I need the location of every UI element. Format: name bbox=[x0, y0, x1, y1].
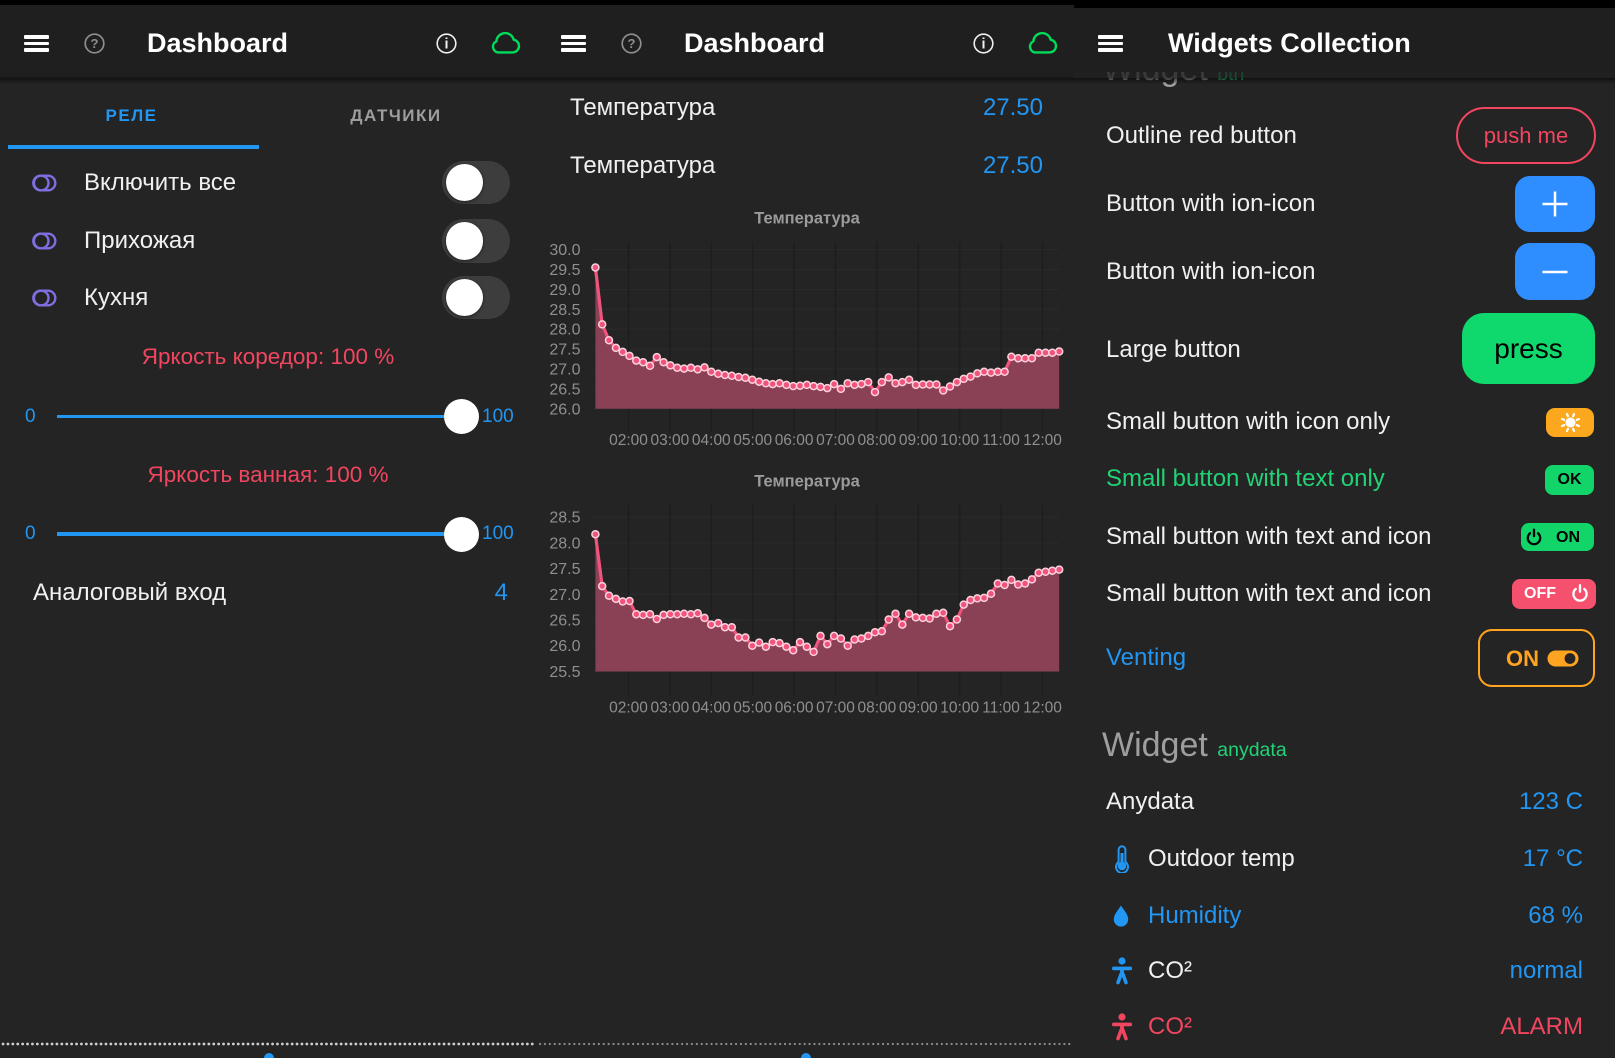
svg-text:?: ? bbox=[628, 36, 636, 51]
svg-text:i: i bbox=[981, 36, 985, 52]
svg-text:28.0: 28.0 bbox=[549, 535, 580, 552]
svg-text:26.5: 26.5 bbox=[549, 381, 580, 398]
svg-text:29.5: 29.5 bbox=[549, 262, 580, 279]
svg-text:10:00: 10:00 bbox=[940, 700, 979, 717]
svg-text:05:00: 05:00 bbox=[733, 432, 772, 449]
svg-text:08:00: 08:00 bbox=[858, 432, 897, 449]
svg-text:04:00: 04:00 bbox=[692, 700, 731, 717]
svg-text:?: ? bbox=[91, 36, 99, 51]
svg-text:29.0: 29.0 bbox=[549, 282, 580, 299]
svg-text:06:00: 06:00 bbox=[775, 432, 814, 449]
svg-text:06:00: 06:00 bbox=[775, 700, 814, 717]
svg-text:12:00: 12:00 bbox=[1023, 700, 1062, 717]
svg-text:03:00: 03:00 bbox=[651, 432, 690, 449]
svg-text:07:00: 07:00 bbox=[816, 700, 855, 717]
svg-text:04:00: 04:00 bbox=[692, 432, 731, 449]
svg-text:27.0: 27.0 bbox=[549, 362, 580, 379]
svg-text:28.5: 28.5 bbox=[549, 510, 580, 527]
svg-text:02:00: 02:00 bbox=[609, 432, 648, 449]
svg-text:02:00: 02:00 bbox=[609, 700, 648, 717]
svg-text:26.0: 26.0 bbox=[549, 401, 580, 418]
svg-text:09:00: 09:00 bbox=[899, 700, 938, 717]
svg-text:10:00: 10:00 bbox=[940, 432, 979, 449]
svg-text:26.0: 26.0 bbox=[549, 638, 580, 655]
svg-text:30.0: 30.0 bbox=[549, 242, 580, 259]
svg-text:27.5: 27.5 bbox=[549, 561, 580, 578]
svg-text:03:00: 03:00 bbox=[651, 700, 690, 717]
svg-text:28.5: 28.5 bbox=[549, 302, 580, 319]
svg-text:Температура: Температура bbox=[754, 473, 860, 491]
svg-text:05:00: 05:00 bbox=[733, 700, 772, 717]
svg-text:07:00: 07:00 bbox=[816, 432, 855, 449]
svg-text:12:00: 12:00 bbox=[1023, 432, 1062, 449]
svg-text:27.0: 27.0 bbox=[549, 587, 580, 604]
svg-text:25.5: 25.5 bbox=[549, 664, 580, 681]
svg-text:Температура: Температура bbox=[754, 210, 860, 228]
svg-text:11:00: 11:00 bbox=[982, 432, 1020, 449]
svg-text:08:00: 08:00 bbox=[858, 700, 897, 717]
svg-text:27.5: 27.5 bbox=[549, 342, 580, 359]
svg-text:i: i bbox=[444, 36, 448, 52]
svg-text:09:00: 09:00 bbox=[899, 432, 938, 449]
svg-text:11:00: 11:00 bbox=[982, 700, 1020, 717]
svg-text:28.0: 28.0 bbox=[549, 322, 580, 339]
svg-text:26.5: 26.5 bbox=[549, 613, 580, 630]
